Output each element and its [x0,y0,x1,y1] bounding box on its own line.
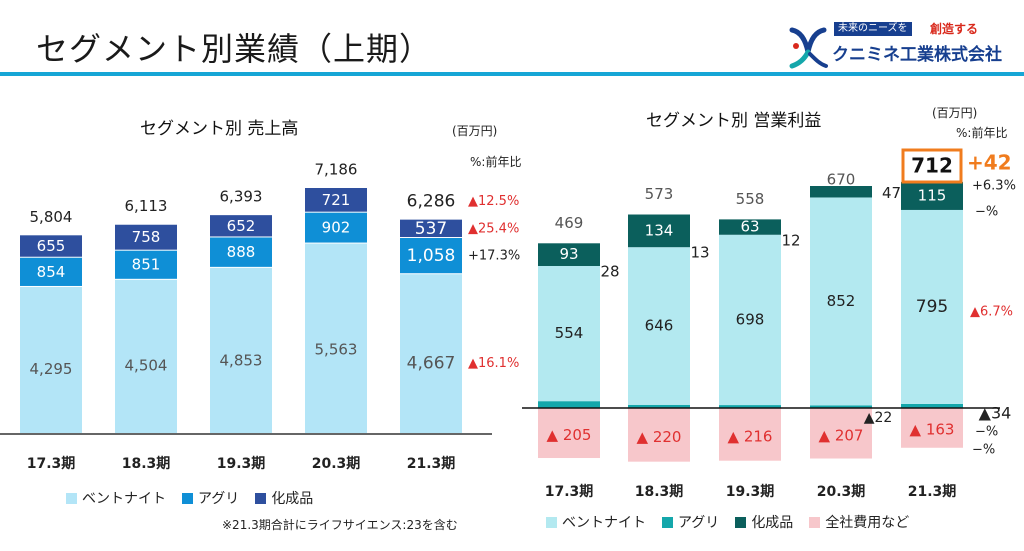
x-tick-label: 20.3期 [312,456,361,472]
segment-value-label: 12 [781,231,800,249]
legend-swatch [182,493,193,504]
segment-value-label: ▲ 205 [547,426,592,444]
legend-item-chem: 化成品 [255,488,313,508]
legend-label: ベントナイト [82,488,166,508]
total-value-label: 5,804 [30,208,73,226]
segment-value-label: 13 [690,244,709,262]
segment-value-label: 4,667 [407,354,456,374]
segment-value-label: ▲22 [864,410,893,426]
change-pct-label: +6.3% [972,179,1016,194]
yoy-label: −% [975,425,998,440]
legend-item-bentonite: ベントナイト [546,512,646,532]
legend-label: 化成品 [271,488,313,508]
legend-item-agri: アグリ [182,488,239,508]
segment-charts: 4,295 854 655 5,804 17.3期 4,504 851 758 6,113 18.… [0,0,1024,551]
segment-value-label: 646 [645,317,674,335]
segment-value-label: 721 [322,191,351,209]
total-value-label: 469 [555,214,584,232]
legend-item-bentonite: ベントナイト [66,488,166,508]
legend-label: アグリ [198,488,239,508]
bar-agri [538,401,600,408]
sales-legend: ベントナイト アグリ 化成品 [66,488,329,508]
x-tick-label: 20.3期 [817,484,866,500]
segment-value-label: 902 [322,219,351,237]
segment-value-label: 698 [736,310,765,328]
legend-label: 化成品 [751,512,793,532]
yoy-label: −% [972,443,995,458]
legend-label: 全社費用など [825,512,909,532]
highlight-total-label: 712 [911,154,953,178]
legend-label: ベントナイト [562,512,646,532]
yoy-label: +17.3% [468,249,520,264]
legend-item-agri: アグリ [662,512,719,532]
segment-value-label: 4,853 [220,351,263,369]
legend-swatch [546,517,557,528]
segment-value-label: ▲34 [979,404,1012,423]
legend-swatch [66,493,77,504]
segment-value-label: 758 [132,228,161,246]
bar-bentonite [305,244,367,433]
segment-value-label: 554 [555,324,584,342]
x-tick-label: 19.3期 [726,484,775,500]
segment-value-label: ▲ 216 [728,427,773,445]
legend-swatch [662,517,673,528]
sales-footnote: ※21.3期合計にライフサイエンス:23を含む [222,516,458,533]
segment-value-label: 655 [37,237,66,255]
profit-legend: ベントナイト アグリ 化成品 全社費用など [546,512,925,532]
legend-label: アグリ [678,512,719,532]
legend-swatch [255,493,266,504]
x-tick-label: 21.3期 [908,484,957,500]
segment-value-label: ▲ 207 [819,426,864,444]
x-tick-label: 17.3期 [27,456,76,472]
legend-item-corporate: 全社費用など [809,512,909,532]
segment-value-label: 852 [827,292,856,310]
segment-value-label: 4,504 [125,357,168,375]
segment-value-label: 537 [415,219,447,239]
segment-value-label: 134 [645,221,674,239]
segment-value-label: 652 [227,217,256,235]
total-value-label: 670 [827,171,856,189]
segment-value-label: ▲ 220 [637,428,682,446]
yoy-label: ▲6.7% [970,305,1013,320]
segment-value-label: 5,563 [315,341,358,359]
segment-value-label: 854 [37,263,66,281]
yoy-label: ▲25.4% [468,221,519,236]
segment-value-label: ▲ 163 [910,420,955,438]
legend-swatch [735,517,746,528]
segment-value-label: 93 [559,245,578,263]
segment-value-label: 47 [882,184,901,202]
yoy-label: ▲12.5% [468,194,519,209]
total-value-label: 7,186 [315,161,358,179]
segment-value-label: 28 [600,262,619,280]
segment-value-label: 4,295 [30,360,73,378]
total-value-label: 6,393 [220,188,263,206]
yoy-label: ▲16.1% [468,356,519,371]
x-tick-label: 19.3期 [217,456,266,472]
total-value-label: 6,113 [125,197,168,215]
total-value-label: 6,286 [407,192,456,212]
x-tick-label: 17.3期 [545,484,594,500]
segment-value-label: 63 [740,218,759,236]
segment-value-label: 1,058 [407,246,456,266]
x-tick-label: 18.3期 [635,484,684,500]
change-label: +42 [967,151,1012,175]
x-tick-label: 18.3期 [122,456,171,472]
segment-value-label: 795 [916,297,948,317]
total-value-label: 573 [645,185,674,203]
yoy-label: −% [975,205,998,220]
legend-item-chem: 化成品 [735,512,793,532]
total-value-label: 558 [736,190,765,208]
legend-swatch [809,517,820,528]
segment-value-label: 888 [227,243,256,261]
segment-value-label: 851 [132,256,161,274]
x-tick-label: 21.3期 [407,456,456,472]
segment-value-label: 115 [918,186,947,204]
